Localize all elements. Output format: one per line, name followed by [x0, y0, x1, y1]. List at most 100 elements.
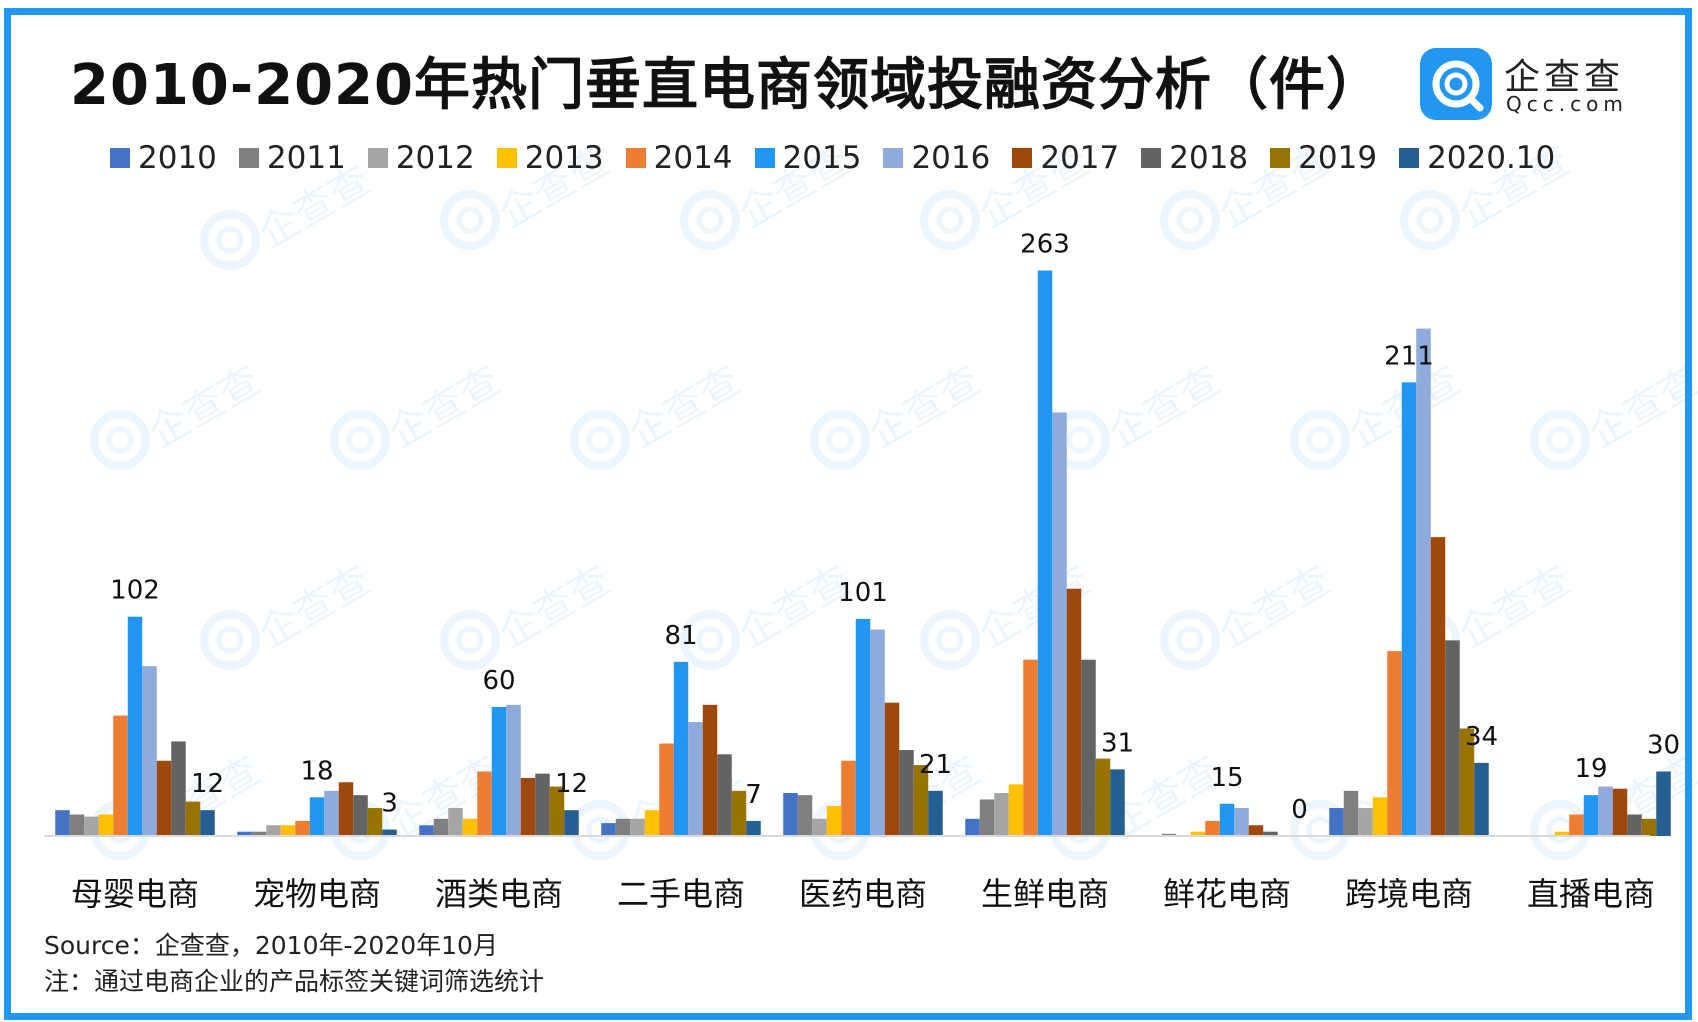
category-label: 二手电商: [617, 875, 745, 913]
watermark: 企查查: [440, 557, 618, 670]
bar-8-2019: [1641, 818, 1657, 836]
data-label: 15: [1210, 763, 1243, 793]
legend-item-2012: 2012: [367, 140, 475, 176]
data-label: 211: [1384, 341, 1434, 371]
legend-swatch: [1141, 148, 1162, 168]
method-note: 注：通过电商企业的产品标签关键词筛选统计: [44, 967, 545, 996]
bar-1-2013: [280, 825, 296, 836]
data-label: 263: [1020, 230, 1070, 260]
category-label: 生鲜电商: [981, 875, 1109, 913]
bar-3-2015: [673, 661, 689, 836]
bar-0-2019: [185, 801, 201, 836]
bar-6-2011: [1161, 833, 1177, 836]
bar-0-2013: [98, 814, 114, 836]
legend-item-2014: 2014: [625, 140, 733, 176]
bars-layer: [55, 270, 1671, 836]
bar-4-2020.10: [928, 790, 943, 836]
bar-0-2015: [127, 616, 143, 836]
bar-7-2011: [1343, 790, 1359, 836]
bar-6-2013: [1190, 831, 1206, 836]
bar-0-2012: [84, 816, 99, 836]
svg-text:企查查: 企查查: [491, 557, 618, 657]
bar-7-2018: [1445, 640, 1460, 836]
watermark: 企查查: [200, 557, 378, 670]
category-label: 医药电商: [799, 875, 927, 913]
data-label: 12: [191, 769, 224, 799]
bar-4-2011: [797, 795, 813, 836]
bar-5-2012: [994, 793, 1009, 836]
bar-0-2020.10: [200, 810, 215, 836]
bar-1-2016: [324, 790, 339, 836]
bar-5-2011: [979, 799, 995, 836]
bar-8-2020.10: [1656, 771, 1671, 836]
bar-4-2016: [870, 629, 885, 836]
bar-3-2012: [630, 818, 645, 836]
watermark: 企查查: [1530, 357, 1698, 470]
legend-item-2017: 2017: [1012, 140, 1119, 176]
data-label: 34: [1465, 722, 1498, 752]
bar-2-2011: [433, 818, 449, 836]
data-label: 81: [664, 621, 697, 651]
watermark: 企查查: [570, 357, 748, 470]
bar-8-2015: [1583, 795, 1599, 836]
svg-text:企查查: 企查查: [1581, 357, 1698, 457]
legend-swatch: [1012, 148, 1033, 168]
bar-1-2010: [237, 831, 252, 836]
legend-swatch: [883, 148, 904, 168]
data-label: 12: [555, 769, 588, 799]
bar-1-2018: [353, 795, 368, 836]
svg-text:企查查: 企查查: [621, 357, 748, 457]
bar-5-2015: [1037, 270, 1053, 836]
chart-title: 2010-2020年热门垂直电商领域投融资分析（件）: [70, 53, 1383, 118]
legend-label: 2012: [395, 140, 475, 176]
brand-logo: 企查查 Qcc.com: [1420, 48, 1623, 120]
bar-5-2019: [1095, 758, 1111, 836]
legend-label: 2010: [138, 140, 217, 176]
bar-2-2010: [419, 825, 434, 836]
svg-text:企查查: 企查查: [381, 357, 508, 457]
legend-swatch: [625, 148, 646, 168]
category-label: 宠物电商: [253, 875, 381, 913]
watermark: 企查查: [330, 357, 508, 470]
data-label: 3: [381, 789, 398, 819]
legend-item-2013: 2013: [496, 140, 604, 176]
bar-2-2012: [448, 808, 463, 836]
bar-0-2017: [156, 760, 172, 836]
bar-0-2016: [142, 666, 157, 836]
value-labels-layer: 102 12 18 3 60 12 81 7 101 21 263 31 15 0 211 34 19 30: [110, 230, 1680, 825]
bar-3-2011: [615, 818, 631, 836]
data-label: 101: [838, 578, 888, 608]
legend-swatch: [367, 148, 388, 168]
bar-7-2016: [1416, 328, 1431, 836]
bar-1-2012: [266, 825, 281, 836]
bar-4-2013: [826, 805, 842, 836]
data-label: 102: [110, 576, 160, 606]
legend-item-2011: 2011: [238, 140, 346, 176]
bar-6-2017: [1248, 825, 1264, 836]
bar-0-2010: [55, 810, 70, 836]
bar-5-2016: [1052, 412, 1067, 836]
legend-item-2015: 2015: [754, 140, 861, 176]
bar-4-2019: [913, 765, 929, 836]
data-label: 7: [745, 780, 762, 810]
watermark: 企查查: [1160, 557, 1338, 670]
source-note: Source：企查查，2010年-2020年10月: [44, 931, 498, 960]
category-label: 酒类电商: [435, 875, 563, 913]
chart-legend: 2010 2011 2012 2013 2014 2015 2016 2017 2018 2019…: [110, 140, 1555, 176]
bar-7-2012: [1358, 808, 1373, 836]
bar-4-2010: [783, 793, 798, 836]
legend-swatch: [110, 148, 130, 168]
bar-8-2014: [1569, 814, 1584, 836]
bar-6-2016: [1234, 808, 1249, 836]
bar-3-2020.10: [746, 820, 761, 836]
data-label: 21: [919, 750, 952, 780]
bar-3-2013: [644, 810, 660, 836]
data-label: 0: [1291, 795, 1308, 825]
bar-2-2013: [462, 818, 478, 836]
bar-5-2013: [1008, 784, 1024, 836]
bar-3-2014: [659, 743, 674, 836]
legend-label: 2016: [911, 140, 991, 176]
legend-label: 2017: [1040, 140, 1120, 176]
watermark: 企查查: [680, 557, 858, 670]
